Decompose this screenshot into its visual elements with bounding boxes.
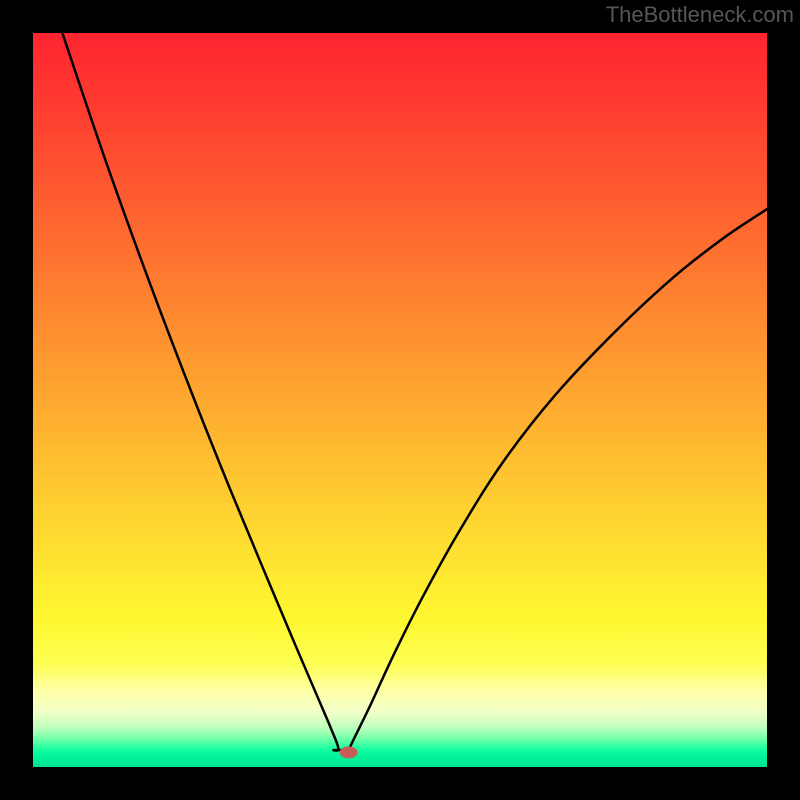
watermark-text: TheBottleneck.com bbox=[606, 2, 794, 28]
chart-container: TheBottleneck.com bbox=[0, 0, 800, 800]
chart-svg bbox=[33, 33, 767, 767]
plot-area bbox=[33, 33, 767, 767]
bottleneck-marker bbox=[340, 746, 358, 758]
gradient-background bbox=[33, 33, 767, 767]
